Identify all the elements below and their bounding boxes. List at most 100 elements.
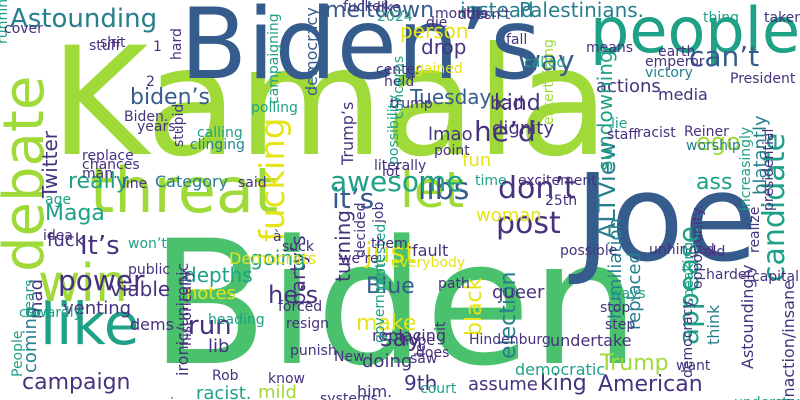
word-decided-155: decided <box>353 202 369 258</box>
word-reiner-108: Reiner <box>684 124 729 140</box>
word-way-42: way <box>518 44 575 77</box>
word-maga-37: Maga <box>45 201 105 226</box>
word-king-64: king <box>540 371 587 396</box>
word-racist-106: racist <box>637 125 676 141</box>
word-victory-105: victory <box>645 65 693 81</box>
word-time-122: time <box>475 173 507 189</box>
word-staff-110: staff <box>607 127 639 143</box>
word-win-8: win <box>38 254 128 314</box>
word-called-115: called <box>524 55 566 71</box>
word-blue-29: Blue <box>366 274 415 299</box>
word-fun-52: fun <box>462 150 492 171</box>
word-harder-130: harder <box>706 267 753 283</box>
word-fucker-188: fucker <box>343 0 387 15</box>
word-campaigning-185: campaigning <box>266 13 282 104</box>
word-biden-s-3: Biden’s <box>180 0 542 102</box>
word-know-146: know <box>268 371 305 387</box>
word-trump-191: trump <box>390 96 433 112</box>
word-let-9: let <box>400 161 465 219</box>
word-excitement-92: excitement <box>518 173 597 189</box>
word-cowardly-165: cowardly <box>19 305 82 321</box>
word-saying-147: saying <box>146 397 192 400</box>
word-le-142: le <box>413 343 429 356</box>
word-lot-190: lot <box>382 164 400 180</box>
word-biden-0: Biden <box>150 203 640 400</box>
word-joe-2: Joe <box>575 150 758 289</box>
word-age-168: age <box>45 192 72 208</box>
word-threat-4: threat <box>90 154 279 227</box>
word-libs-18: libs <box>418 172 470 207</box>
word-can-t-14: can’t <box>689 40 760 73</box>
word-instead-45: instead <box>460 0 534 22</box>
word-it-141: it <box>433 321 449 331</box>
word-hard-177: hard <box>169 28 185 60</box>
word-ego-39: ego <box>696 128 741 156</box>
word-bad-41: bad <box>490 93 524 114</box>
word-die-182: die <box>426 15 448 31</box>
word-mild-86: mild <box>258 382 297 400</box>
word-lib-69: lib <box>208 336 230 357</box>
word-fault-63: fault <box>412 241 449 260</box>
word-9th-68: 9th <box>404 371 438 395</box>
word-rob-148: Rob <box>212 368 239 384</box>
word-hindenburg-139: Hindenburg <box>469 332 551 348</box>
word-resign-151: resign <box>286 316 330 332</box>
word-saw-94: saw <box>410 351 438 367</box>
word-shit-98: shit <box>100 35 126 51</box>
word-like-7: like <box>40 290 140 358</box>
word-idea-164: idea <box>43 228 73 244</box>
word-clinging-101: clinging <box>190 137 245 153</box>
word-president-107: President <box>730 71 796 87</box>
word-dignity-50: dignity <box>492 118 554 139</box>
word-tuesday-49: Tuesday <box>410 85 492 109</box>
word-line-169: line <box>122 176 148 192</box>
word-doesn-t-184: doesn’t <box>458 7 511 23</box>
word-racist-87: racist. <box>196 383 252 400</box>
word-hope-95: hope <box>400 333 435 349</box>
word-punish-152: punish <box>290 343 337 359</box>
word-biden-174: Biden. <box>124 109 169 125</box>
word-notes-82: notes <box>186 283 236 304</box>
word-entertaining-119: entertaining <box>541 39 557 125</box>
word-it-s-16: it’s <box>332 182 375 215</box>
word-fuck-38: fuck <box>47 230 86 251</box>
word-woman-53: woman <box>476 205 542 226</box>
word-category-59: Category <box>155 172 229 191</box>
word-new-145: New <box>334 349 365 365</box>
word-campaign-31: campaign <box>22 370 131 395</box>
word-literally-189: literally <box>374 158 427 174</box>
word-forced-161: forced <box>278 299 323 315</box>
word-won-t-163: won’t <box>128 236 167 252</box>
word-just-17: just <box>365 236 417 269</box>
word-power-32: power <box>58 264 145 297</box>
word-understand-133: understand <box>734 396 800 400</box>
word-want-135: want <box>676 358 711 374</box>
word-1-193: 1 <box>153 39 162 55</box>
word-path-93: path <box>438 276 470 292</box>
word-years-166: years <box>22 279 38 318</box>
word-public-162: public <box>128 262 171 278</box>
word-a-160: à <box>273 229 282 245</box>
word-emperor-104: emperor <box>645 54 705 70</box>
word-turning-70: turning <box>331 210 355 282</box>
word-really-60: really <box>68 169 129 194</box>
word-heading-150: heading <box>208 312 265 328</box>
word-point-121: point <box>434 143 470 159</box>
word-him-88: him. <box>357 382 393 400</box>
word-suck-159: suck <box>282 239 314 255</box>
word-them-157: them. <box>371 236 413 252</box>
word-chances-172: chances <box>82 157 140 173</box>
word-run-30: run <box>188 311 232 341</box>
word-court-143: court <box>420 381 457 397</box>
word-meltdown-44: meltdown <box>325 0 435 23</box>
word-assume-67: assume <box>468 374 538 395</box>
word-media-57: media <box>658 85 708 104</box>
word-stop-137: stop <box>600 300 631 316</box>
word-drop-48: drop <box>421 35 467 59</box>
word-don-t-20: don’t <box>498 171 576 206</box>
word-dems-83: dems <box>130 315 174 334</box>
word-stuff-179: stuff <box>89 38 121 54</box>
word-inaction-insane-77: inaction/insane <box>779 280 798 400</box>
word-historically-149: historically <box>179 269 195 346</box>
word-he-d-13: he’d <box>474 115 536 148</box>
